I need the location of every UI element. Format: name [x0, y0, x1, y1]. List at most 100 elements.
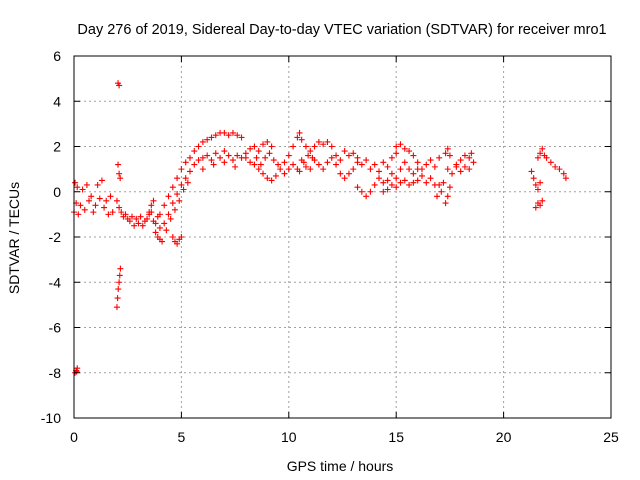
data-point — [109, 209, 116, 216]
data-point — [311, 143, 318, 150]
x-tick-label: 25 — [603, 429, 619, 445]
data-point — [139, 222, 146, 229]
data-point — [156, 211, 163, 218]
data-point — [337, 170, 344, 177]
data-point — [436, 154, 443, 161]
data-point — [333, 161, 340, 168]
data-point — [165, 193, 172, 200]
grid — [74, 56, 611, 418]
data-point — [281, 170, 288, 177]
data-point — [247, 159, 254, 166]
data-point — [410, 179, 417, 186]
data-point — [195, 157, 202, 164]
data-point — [101, 204, 108, 211]
data-point — [380, 159, 387, 166]
data-point — [88, 193, 95, 200]
data-point — [457, 157, 464, 164]
data-point — [182, 159, 189, 166]
data-point — [431, 163, 438, 170]
data-point — [169, 234, 176, 240]
data-point — [427, 157, 434, 164]
data-point — [393, 143, 400, 150]
data-point — [74, 184, 81, 191]
data-point — [410, 152, 417, 159]
data-point — [468, 150, 475, 157]
data-point — [446, 152, 453, 159]
data-point — [268, 143, 275, 150]
data-point — [98, 177, 105, 184]
data-point — [90, 209, 97, 216]
data-point — [184, 179, 191, 186]
chart-title: Day 276 of 2019, Sidereal Day-to-day VTE… — [77, 22, 606, 38]
data-point — [427, 175, 434, 182]
data-point — [275, 161, 282, 168]
data-point — [221, 159, 228, 166]
data-point — [290, 143, 297, 150]
data-point — [376, 175, 383, 182]
data-point — [401, 177, 408, 184]
y-tick-label: 0 — [53, 184, 61, 200]
data-point — [449, 170, 456, 177]
data-point — [135, 220, 142, 227]
data-point — [257, 161, 264, 168]
data-point — [75, 211, 82, 218]
data-point — [163, 227, 170, 234]
x-tick-label: 20 — [496, 429, 512, 445]
data-point — [320, 141, 327, 148]
data-point — [113, 304, 120, 311]
data-point — [539, 197, 546, 204]
data-point — [388, 170, 395, 177]
data-point — [260, 141, 267, 148]
data-point — [116, 170, 123, 177]
data-point — [371, 161, 378, 168]
data-point — [320, 166, 327, 173]
data-point — [388, 154, 395, 161]
x-tick-label: 5 — [178, 429, 186, 445]
data-point — [393, 150, 400, 157]
data-point — [367, 166, 374, 173]
data-point — [122, 211, 129, 218]
data-point — [150, 197, 157, 204]
data-point — [268, 177, 275, 184]
data-point — [208, 134, 215, 141]
data-point — [270, 157, 277, 164]
data-point — [380, 188, 387, 195]
data-point — [300, 159, 307, 166]
data-point — [144, 215, 151, 222]
data-point — [298, 136, 305, 143]
data-point — [341, 175, 348, 182]
data-point — [434, 193, 441, 200]
data-point — [371, 181, 378, 188]
data-point — [234, 132, 241, 139]
data-point — [114, 295, 121, 302]
axis-ticks: 0 5 10 15 20 25 -10 -8 -6 -4 -2 0 2 4 6 — [41, 48, 619, 445]
y-tick-label: -8 — [49, 365, 62, 381]
data-point — [117, 265, 124, 272]
data-point — [83, 181, 90, 188]
data-point — [178, 234, 185, 240]
data-point — [530, 175, 537, 182]
data-point — [296, 168, 303, 175]
data-point — [94, 181, 101, 188]
data-point — [532, 204, 539, 211]
data-point — [380, 179, 387, 186]
data-point — [171, 206, 178, 213]
data-point — [296, 129, 303, 136]
data-point — [470, 159, 477, 166]
data-point — [253, 154, 260, 161]
data-point — [79, 186, 86, 193]
y-tick-label: -4 — [49, 274, 62, 290]
data-point — [285, 152, 292, 159]
data-point — [115, 161, 122, 168]
data-point — [195, 143, 202, 150]
data-point — [444, 145, 451, 152]
data-point — [406, 148, 413, 155]
data-point — [180, 186, 187, 193]
y-axis-label: SDTVAR / TECUs — [6, 182, 22, 294]
data-point — [333, 152, 340, 159]
data-point — [440, 179, 447, 186]
data-point — [126, 218, 133, 225]
data-point — [208, 157, 215, 164]
data-point — [556, 166, 563, 173]
